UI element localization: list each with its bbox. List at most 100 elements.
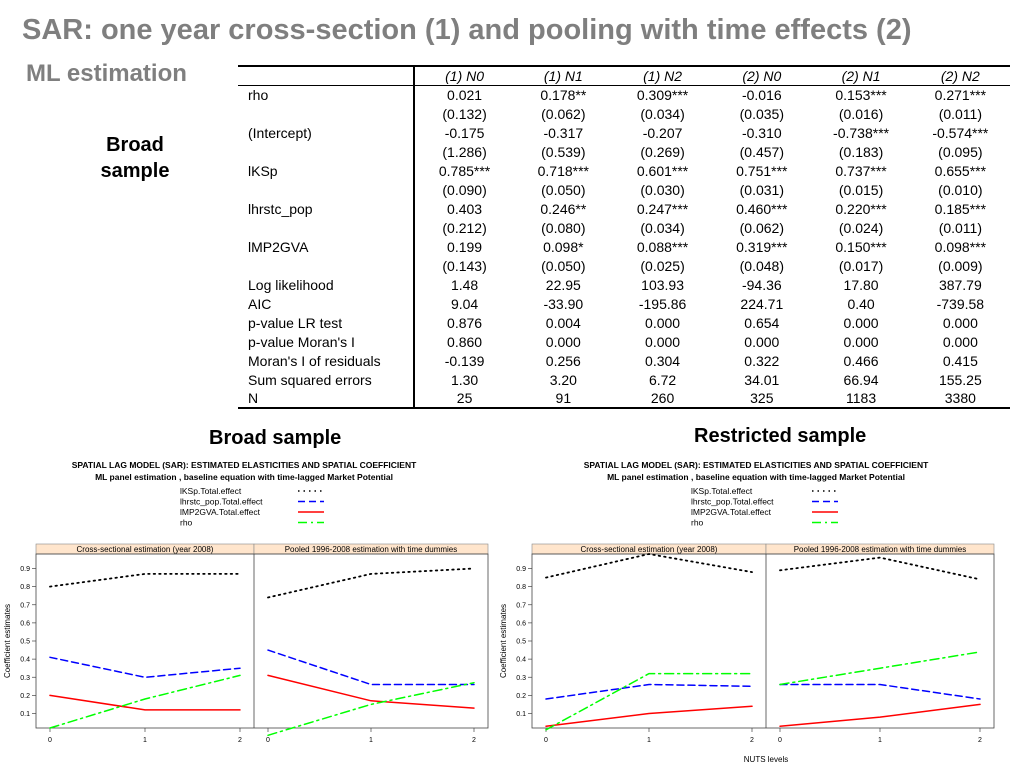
table-cell: 325: [712, 389, 812, 409]
x-tick-label: 1: [878, 737, 882, 744]
table-cell: (0.017): [838, 257, 884, 274]
table-cell: 0.319***: [736, 238, 788, 255]
panel-title: Pooled 1996-2008 estimation with time du…: [285, 545, 458, 554]
table-cell: 66.94: [843, 371, 879, 388]
table-row: rho 0.021 0.178** 0.309*** -0.016 0.153*** 0.2…: [238, 85, 1010, 104]
table-cell: (0.050): [541, 257, 586, 274]
table-row-label: lKSp: [238, 161, 416, 180]
broad-sample-chart-svg: SPATIAL LAG MODEL (SAR): ESTIMATED ELAST…: [3, 460, 489, 744]
table-cell: (0.031): [739, 181, 784, 198]
table-cell: 1.48: [450, 276, 479, 293]
table-row-label: p-value LR test: [238, 313, 416, 332]
table-row: (0.132) (0.062) (0.034) (0.035) (0.016) (0.01…: [238, 104, 1010, 123]
y-tick-label: 0.5: [20, 639, 30, 646]
chart-title: SPATIAL LAG MODEL (SAR): ESTIMATED ELAST…: [584, 460, 929, 470]
table-cell: 387.79: [938, 276, 982, 293]
table-row-label: lMP2GVA: [238, 237, 416, 256]
y-tick-label: 0.8: [20, 584, 30, 591]
x-tick-label: 1: [369, 737, 373, 744]
table-cell: -0.175: [444, 124, 485, 141]
series-line: [267, 674, 475, 709]
table-row: N 25 91 260 325 1183 3380: [238, 389, 1010, 409]
table-cell: (0.062): [739, 219, 784, 236]
table-row: AIC 9.04 -33.90 -195.86 224.71 0.40 -739.58: [238, 294, 1010, 313]
table-cell: 0.220***: [835, 200, 887, 217]
table-cell: 3380: [910, 389, 1010, 409]
series-line: [49, 573, 241, 588]
table-cell: (0.212): [442, 219, 487, 236]
restricted-sample-chart-svg: SPATIAL LAG MODEL (SAR): ESTIMATED ELAST…: [499, 460, 995, 764]
side-label-line-1: Broad: [106, 134, 164, 156]
table-body: rho 0.021 0.178** 0.309*** -0.016 0.153*** 0.2…: [238, 85, 1010, 409]
table-row: p-value LR test 0.876 0.004 0.000 0.654 0.000…: [238, 313, 1010, 332]
y-axis-label: Coefficient estimates: [499, 604, 508, 678]
table-cell: -0.207: [642, 124, 683, 141]
table-cell: 0.185***: [934, 200, 987, 217]
table-row: lhrstc_pop 0.403 0.246** 0.247*** 0.460*** 0.…: [238, 199, 1010, 218]
table-cell: 0.309***: [636, 86, 689, 103]
table-cell: 224.71: [740, 295, 784, 312]
table-cell: -0.139: [444, 352, 485, 369]
y-tick-label: 0.1: [516, 711, 526, 718]
table-row: (0.090) (0.050) (0.030) (0.031) (0.015) (0.01…: [238, 180, 1010, 199]
y-tick-label: 0.9: [516, 566, 526, 573]
table-cell: -739.58: [936, 295, 985, 312]
table-cell: (0.080): [541, 219, 586, 236]
table-header-row: (1) N0 (1) N1 (1) N2 (2) N0 (2) N1 (2) N…: [238, 65, 1010, 86]
legend-label: lKSp.Total.effect: [180, 486, 242, 496]
table-cell: (0.010): [938, 181, 983, 198]
table-cell: -0.310: [741, 124, 782, 141]
series-line: [779, 683, 981, 700]
table-row-label: Log likelihood: [238, 275, 416, 294]
table-cell: 0.000: [843, 333, 879, 350]
table-column-header: (1) N2: [612, 65, 713, 86]
table-cell: 0.876: [447, 314, 483, 331]
legend-label: lhrstc_pop.Total.effect: [180, 497, 263, 507]
table-row-label: rho: [238, 85, 416, 104]
table-cell: 0.088***: [636, 238, 689, 255]
table-cell: 0.466: [843, 352, 879, 369]
table-cell: 0.304: [645, 352, 681, 369]
table-row-label: [238, 218, 416, 237]
y-tick-label: 0.6: [20, 620, 30, 627]
table-row: Moran's I of residuals -0.139 0.256 0.304 0.…: [238, 351, 1010, 370]
broad-sample-chart: SPATIAL LAG MODEL (SAR): ESTIMATED ELAST…: [0, 452, 490, 768]
table-cell: 0.403: [447, 200, 483, 217]
table-cell: 0.000: [843, 314, 879, 331]
series-line: [779, 703, 981, 727]
table-cell: 0.654: [744, 314, 780, 331]
table-cell: 0.322: [744, 352, 780, 369]
table-cell: 155.25: [938, 371, 982, 388]
table-cell: (0.048): [739, 257, 784, 274]
table-row-label: (Intercept): [238, 123, 416, 142]
y-tick-label: 0.3: [516, 675, 526, 682]
y-tick-label: 0.6: [516, 620, 526, 627]
table-header-corner: [238, 65, 416, 86]
table-cell: (0.025): [640, 257, 685, 274]
table-cell: 0.000: [645, 333, 681, 350]
series-line: [267, 681, 475, 737]
slide-subtitle: ML estimation: [26, 60, 187, 87]
slide-title: SAR: one year cross-section (1) and pool…: [22, 14, 912, 46]
table-cell: 0.098***: [934, 238, 987, 255]
table-cell: 0.718***: [537, 162, 590, 179]
table-cell: (0.035): [739, 105, 784, 122]
table-cell: 0.271***: [934, 86, 987, 103]
table-cell: -0.738***: [833, 124, 890, 141]
table-row-label: AIC: [238, 294, 416, 313]
series-line: [267, 567, 475, 599]
series-line: [545, 705, 753, 727]
series-line: [779, 556, 981, 581]
table-cell: 1.30: [450, 371, 479, 388]
table-cell: (0.143): [442, 257, 487, 274]
y-tick-label: 0.1: [20, 711, 30, 718]
y-tick-label: 0.3: [20, 675, 30, 682]
side-label-line-2: sample: [100, 160, 170, 182]
x-tick-label: 2: [472, 737, 476, 744]
plot-frame: [35, 553, 489, 729]
x-tick-label: 2: [978, 737, 982, 744]
table-cell: (0.009): [938, 257, 983, 274]
table-row: Sum squared errors 1.30 3.20 6.72 34.01 66.94…: [238, 370, 1010, 389]
y-tick-label: 0.2: [20, 693, 30, 700]
side-label: Broad sample: [90, 132, 180, 184]
